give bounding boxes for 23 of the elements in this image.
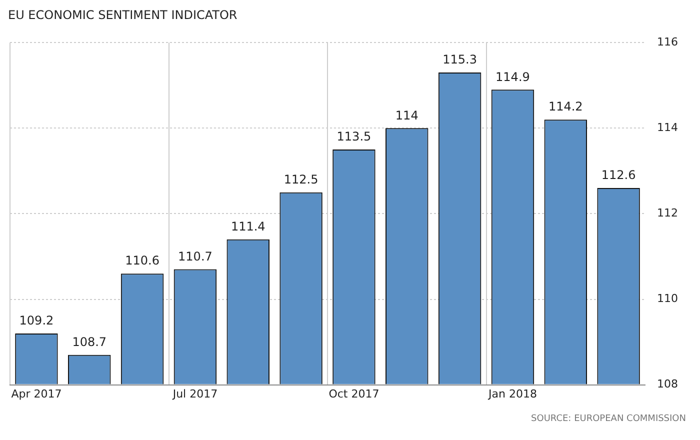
x-tick-label: Apr 2017: [11, 387, 62, 400]
y-tick-label: 110: [657, 292, 678, 306]
y-tick-label: 114: [657, 121, 678, 134]
x-tick-label: Jul 2017: [172, 387, 218, 400]
data-label: 113.5: [336, 130, 372, 144]
x-tick-label: Jan 2018: [487, 387, 537, 400]
y-tick-label: 116: [657, 35, 678, 48]
data-label: 115.3: [442, 52, 477, 67]
data-label: 114.2: [548, 100, 583, 114]
data-label: 108.7: [72, 334, 107, 349]
source-note: SOURCE: EUROPEAN COMMISSION: [531, 414, 686, 424]
y-tick-label: 108: [657, 378, 678, 391]
y-tick-label: 112: [657, 206, 678, 220]
data-label: 109.2: [19, 314, 54, 328]
data-label: 112.5: [284, 172, 318, 186]
data-label: 110.7: [178, 249, 212, 264]
chart-title: EU ECONOMIC SENTIMENT INDICATOR: [8, 8, 238, 22]
data-label: 114.9: [496, 70, 530, 84]
data-label: 111.4: [230, 219, 266, 234]
data-label: 112.6: [601, 168, 636, 182]
data-label: 114: [395, 108, 418, 122]
data-label: 110.6: [125, 254, 160, 268]
x-tick-label: Oct 2017: [328, 387, 380, 400]
